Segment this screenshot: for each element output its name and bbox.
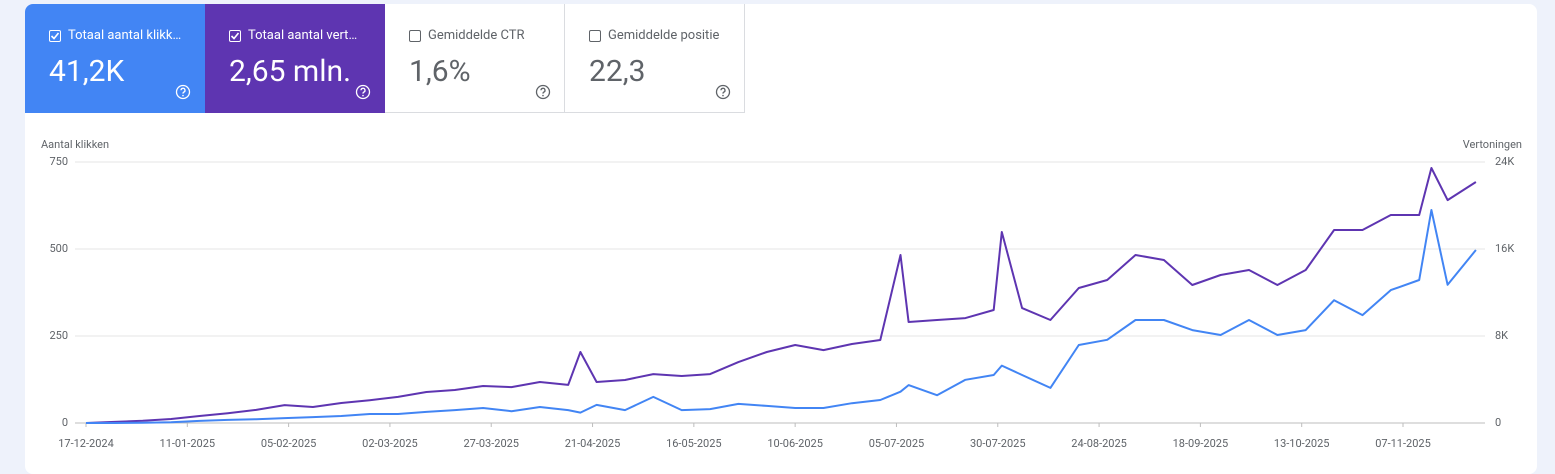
checkbox[interactable] xyxy=(229,30,241,42)
x-tick-label: 02-03-2025 xyxy=(362,437,418,450)
y-axis-title: Aantal klikken xyxy=(41,138,109,151)
y2-axis-title: Vertoningen xyxy=(1463,138,1522,151)
metric-value: 22,3 xyxy=(589,54,646,89)
check-mark xyxy=(50,32,60,40)
x-tick-label: 13-10-2025 xyxy=(1274,437,1330,450)
metric-card[interactable]: Totaal aantal vert… 2,65 mln. xyxy=(205,4,385,113)
x-tick-label: 05-02-2025 xyxy=(261,437,317,450)
y2-tick-label: 24K xyxy=(1495,155,1514,168)
checkbox[interactable] xyxy=(409,30,421,42)
metric-label: Totaal aantal vert… xyxy=(248,28,358,43)
x-tick-label: 10-06-2025 xyxy=(767,437,823,450)
series-line xyxy=(85,167,1477,424)
panel: Totaal aantal klikk… 41,2K Totaal aantal v… xyxy=(25,4,1537,474)
metric-card[interactable]: Totaal aantal klikk… 41,2K xyxy=(25,4,205,113)
y2-tick-label: 0 xyxy=(1495,416,1501,429)
x-tick-label: 05-07-2025 xyxy=(869,437,925,450)
metric-label: Gemiddelde positie xyxy=(608,28,720,43)
y-tick-label: 0 xyxy=(62,416,68,429)
metric-value: 2,65 mln. xyxy=(229,54,352,89)
series-line xyxy=(86,209,1477,424)
y2-tick-label: 16K xyxy=(1495,242,1514,255)
x-tick-label: 30-07-2025 xyxy=(970,437,1026,450)
metric-value: 1,6% xyxy=(409,54,471,89)
x-tick-label: 11-01-2025 xyxy=(160,437,216,450)
check-mark xyxy=(230,32,240,40)
x-tick-label: 21-04-2025 xyxy=(565,437,621,450)
metric-label: Gemiddelde CTR xyxy=(428,28,525,43)
x-tick-label: 16-05-2025 xyxy=(666,437,722,450)
metric-card[interactable]: Gemiddelde positie 22,3 xyxy=(565,4,745,113)
help-icon[interactable] xyxy=(175,84,191,100)
y2-tick-label: 8K xyxy=(1495,329,1508,342)
metric-card[interactable]: Gemiddelde CTR 1,6% xyxy=(385,4,565,113)
y-tick-label: 750 xyxy=(49,155,68,168)
x-tick-label: 24-08-2025 xyxy=(1071,437,1127,450)
x-tick-label: 17-12-2024 xyxy=(58,437,114,450)
metric-label: Totaal aantal klikk… xyxy=(68,28,182,43)
help-icon[interactable] xyxy=(355,84,371,100)
x-tick-label: 18-09-2025 xyxy=(1173,437,1229,450)
metric-value: 41,2K xyxy=(49,54,125,89)
help-icon[interactable] xyxy=(715,84,731,100)
help-icon[interactable] xyxy=(535,84,551,100)
y-tick-label: 250 xyxy=(49,329,68,342)
y-tick-label: 500 xyxy=(49,242,68,255)
checkbox[interactable] xyxy=(589,30,601,42)
x-tick-label: 07-11-2025 xyxy=(1375,437,1431,450)
checkbox[interactable] xyxy=(49,30,61,42)
x-tick-label: 27-03-2025 xyxy=(463,437,519,450)
